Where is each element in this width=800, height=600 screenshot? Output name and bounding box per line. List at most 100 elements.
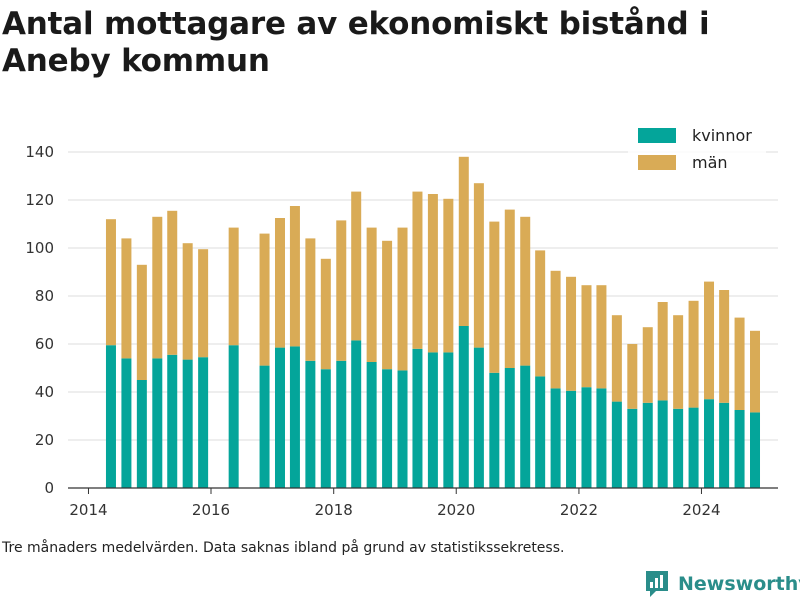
bar-man — [351, 191, 362, 341]
bar-kvinnor — [336, 360, 347, 488]
y-tick-label: 100 — [25, 239, 54, 257]
bar-kvinnor — [228, 345, 239, 488]
bar-kvinnor — [657, 400, 668, 488]
bar-man — [443, 198, 454, 353]
bar-man — [704, 281, 715, 400]
bar-man — [152, 216, 163, 359]
bar-man — [305, 238, 316, 361]
bar-kvinnor — [397, 370, 408, 488]
bar-kvinnor — [550, 388, 561, 488]
bar-kvinnor — [642, 402, 653, 488]
bar-man — [520, 216, 531, 366]
legend: kvinnor män — [628, 124, 766, 182]
bar-man — [228, 227, 239, 346]
bar-kvinnor — [259, 365, 270, 488]
bar-man — [611, 315, 622, 402]
bar-kvinnor — [274, 347, 285, 488]
x-tick-label: 2024 — [682, 501, 720, 519]
y-tick-label: 120 — [25, 191, 54, 209]
legend-label: män — [692, 153, 728, 172]
bar-man — [458, 156, 469, 326]
y-tick-label: 60 — [35, 335, 54, 353]
bar-man — [259, 233, 270, 366]
bar-kvinnor — [750, 412, 761, 488]
x-axis: 2014 2016 2018 2020 2022 2024 — [68, 487, 778, 519]
bar-man — [473, 183, 484, 348]
brand-name: Newsworthy — [678, 573, 800, 595]
bar-man — [627, 344, 638, 409]
bar-kvinnor — [443, 352, 454, 488]
brand-logo[interactable]: Newsworthy — [644, 568, 800, 600]
x-tick-label: 2016 — [192, 501, 230, 519]
bar-kvinnor — [167, 354, 178, 488]
y-tick-label: 0 — [44, 479, 54, 497]
bar-man — [535, 250, 546, 377]
bar-kvinnor — [121, 358, 132, 488]
bar-kvinnor — [688, 407, 699, 488]
bar-kvinnor — [182, 359, 193, 488]
legend-label: kvinnor — [692, 126, 752, 145]
bar-man — [167, 210, 178, 355]
bar-man — [642, 327, 653, 403]
y-axis-ticks: 0 20 40 60 80 100 120 140 — [25, 143, 54, 497]
bar-man — [182, 243, 193, 360]
bar-kvinnor — [535, 376, 546, 488]
bar-kvinnor — [136, 380, 147, 488]
chart-title: Antal mottagare av ekonomiskt bistånd i … — [2, 6, 710, 79]
bar-kvinnor — [673, 408, 684, 488]
bar-kvinnor — [611, 401, 622, 488]
bar-kvinnor — [152, 358, 163, 488]
bar-kvinnor — [366, 362, 377, 488]
bar-kvinnor — [704, 399, 715, 488]
bar-man — [719, 290, 730, 403]
x-tick-label: 2022 — [560, 501, 598, 519]
y-tick-label: 80 — [35, 287, 54, 305]
bar-kvinnor — [520, 365, 531, 488]
bar-man — [489, 221, 500, 373]
x-tick-label: 2018 — [315, 501, 353, 519]
y-tick-label: 20 — [35, 431, 54, 449]
bar-kvinnor — [489, 372, 500, 488]
x-tick-label: 2014 — [69, 501, 107, 519]
y-tick-label: 140 — [25, 143, 54, 161]
bar-kvinnor — [504, 368, 515, 488]
bar-man — [382, 240, 393, 370]
bar-kvinnor — [105, 345, 116, 488]
legend-swatch — [638, 128, 676, 143]
bar-man — [550, 270, 561, 389]
bar-kvinnor — [427, 352, 438, 488]
bar-man — [289, 206, 300, 347]
bar-kvinnor — [719, 402, 730, 488]
bar-kvinnor — [473, 347, 484, 488]
bar-kvinnor — [581, 387, 592, 488]
bar-man — [734, 317, 745, 410]
bar-kvinnor — [382, 369, 393, 488]
bar-man — [121, 238, 132, 359]
bar-kvinnor — [458, 326, 469, 488]
bar-man — [566, 276, 577, 391]
bar-kvinnor — [412, 348, 423, 488]
bar-man — [336, 220, 347, 361]
bar-kvinnor — [566, 390, 577, 488]
bar-kvinnor — [351, 340, 362, 488]
bar-man — [320, 258, 331, 370]
bar-kvinnor — [734, 410, 745, 488]
bar-kvinnor — [289, 346, 300, 488]
x-tick-label: 2020 — [437, 501, 475, 519]
bar-man — [397, 227, 408, 371]
bar-man — [581, 285, 592, 388]
bar-man — [673, 315, 684, 409]
bar-kvinnor — [305, 360, 316, 488]
bar-man — [412, 191, 423, 349]
bar-man — [366, 227, 377, 362]
bar-man — [596, 285, 607, 389]
bar-kvinnor — [596, 388, 607, 488]
bar-man — [750, 330, 761, 413]
bar-man — [105, 219, 116, 346]
bar-man — [136, 264, 147, 380]
bar-man — [504, 209, 515, 368]
bars — [105, 156, 761, 488]
bar-man — [688, 300, 699, 408]
bar-man — [427, 194, 438, 353]
